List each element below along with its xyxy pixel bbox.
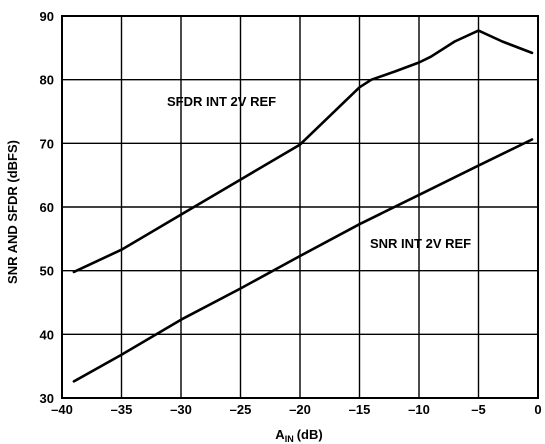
y-tick-label: 50 <box>40 264 54 279</box>
x-tick-label: –30 <box>170 402 192 417</box>
x-tick-label: –40 <box>51 402 73 417</box>
grid <box>61 15 539 399</box>
tick-labels: –40 –35 –30 –25 –20 –15 –10 –5 0 30 40 50 60 70 80 90 <box>40 9 542 417</box>
y-tick-label: 80 <box>40 73 54 88</box>
series-label-sfdr: SFDR INT 2V REF <box>167 94 276 109</box>
y-tick-label: 60 <box>40 200 54 215</box>
snr-line <box>72 138 534 383</box>
x-tick-label: 0 <box>534 402 541 417</box>
series-lines <box>72 29 534 383</box>
y-axis-title: SNR AND SFDR (dBFS) <box>5 140 20 284</box>
sfdr-line <box>72 29 534 274</box>
x-tick-label: –25 <box>230 402 252 417</box>
plot-frame <box>61 15 539 399</box>
x-tick-label: –10 <box>408 402 430 417</box>
x-tick-label: –5 <box>471 402 485 417</box>
x-tick-label: –35 <box>111 402 133 417</box>
x-axis-title: AIN (dB) <box>275 427 322 444</box>
y-tick-label: 30 <box>40 391 54 406</box>
y-tick-label: 90 <box>40 9 54 24</box>
x-axis-title-main: A <box>275 427 285 442</box>
y-tick-label: 70 <box>40 136 54 151</box>
y-tick-label: 40 <box>40 327 54 342</box>
x-axis-title-subscript: IN <box>285 434 294 444</box>
x-axis-title-unit: (dB) <box>297 427 323 442</box>
x-tick-label: –15 <box>349 402 371 417</box>
series-label-snr: SNR INT 2V REF <box>370 236 471 251</box>
x-tick-label: –20 <box>289 402 311 417</box>
